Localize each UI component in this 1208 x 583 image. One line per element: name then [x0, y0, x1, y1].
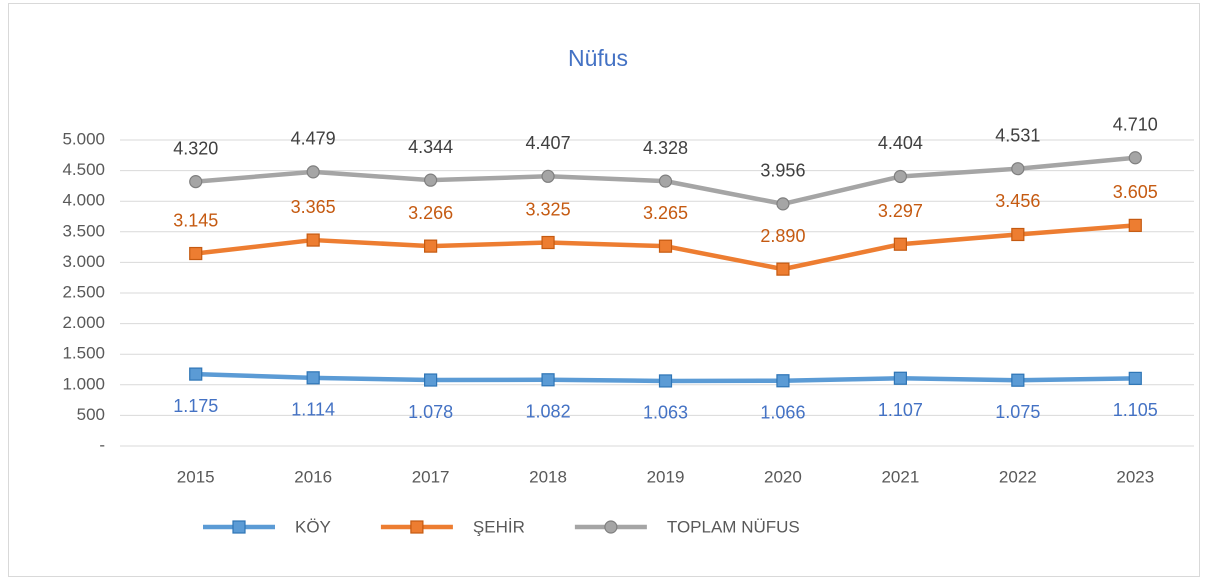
point-marker: [306, 233, 320, 247]
x-tick-label: 2019: [647, 467, 685, 486]
point-marker: [658, 239, 673, 253]
data-label: 1.066: [760, 403, 805, 423]
data-label: 4.320: [173, 138, 218, 158]
point-marker: [424, 373, 438, 387]
data-label: 3.456: [995, 191, 1040, 211]
x-tick-label: 2015: [177, 467, 215, 486]
y-tick-label: 2.000: [62, 313, 105, 332]
data-label: 1.105: [1113, 400, 1158, 420]
point-marker: [410, 520, 424, 534]
y-tick-label: 1.000: [62, 374, 105, 393]
point-marker: [189, 367, 203, 381]
x-tick-label: 2023: [1116, 467, 1154, 486]
point-marker: [893, 169, 907, 184]
data-label: 4.531: [995, 125, 1040, 145]
point-marker: [1011, 227, 1025, 242]
data-label: 1.075: [995, 402, 1040, 422]
data-label: 4.344: [408, 137, 453, 157]
x-tick-label: 2021: [881, 467, 919, 486]
data-label: 2.890: [760, 226, 805, 246]
y-tick-label: 2.500: [62, 282, 105, 301]
y-tick-label: 3.000: [62, 252, 105, 271]
data-label: 4.328: [643, 138, 688, 158]
point-marker: [893, 237, 907, 251]
y-tick-label: 1.500: [62, 344, 105, 363]
data-label: 3.145: [173, 210, 218, 230]
point-marker: [1128, 151, 1142, 165]
y-tick-label: 3.500: [62, 221, 105, 240]
point-marker: [189, 175, 203, 189]
x-tick-label: 2016: [294, 467, 332, 486]
data-label: 3.265: [643, 203, 688, 223]
y-tick-label: 5.000: [62, 129, 105, 148]
data-label: 1.063: [643, 403, 688, 423]
data-label: 3.325: [526, 199, 571, 219]
point-marker: [232, 520, 246, 534]
point-marker: [658, 374, 673, 388]
data-label: 1.082: [526, 402, 571, 422]
data-label: 1.175: [173, 396, 218, 416]
point-marker: [658, 174, 673, 188]
data-label: 3.956: [760, 161, 805, 181]
point-marker: [776, 197, 790, 211]
data-label: 3.605: [1113, 182, 1158, 202]
point-marker: [424, 239, 438, 253]
point-marker: [893, 371, 907, 385]
data-label: 4.710: [1113, 114, 1158, 134]
data-label: 4.407: [526, 133, 571, 153]
data-label: 4.404: [878, 133, 923, 153]
point-marker: [1128, 371, 1142, 385]
data-label: 1.114: [291, 400, 335, 420]
point-marker: [189, 246, 203, 261]
point-marker: [1011, 162, 1025, 176]
x-tick-label: 2017: [412, 467, 450, 486]
point-marker: [541, 373, 555, 387]
point-marker: [776, 374, 790, 388]
point-marker: [541, 235, 555, 250]
legend-label: TOPLAM NÜFUS: [667, 517, 800, 536]
x-tick-label: 2022: [999, 467, 1037, 486]
y-tick-label: -: [99, 435, 105, 454]
y-tick-label: 4.500: [62, 160, 105, 179]
data-label: 3.266: [408, 203, 453, 223]
chart-border: [8, 3, 1200, 577]
x-tick-label: 2020: [764, 467, 802, 486]
data-label: 1.107: [878, 400, 923, 420]
point-marker: [776, 262, 790, 276]
point-marker: [541, 169, 555, 183]
point-marker: [1011, 373, 1025, 387]
x-tick-label: 2018: [529, 467, 567, 486]
data-label: 1.078: [408, 402, 453, 422]
y-tick-label: 500: [77, 405, 105, 424]
data-label: 3.365: [291, 197, 336, 217]
point-marker: [1128, 218, 1142, 232]
chart-title: Nüfus: [568, 45, 628, 71]
legend-label: KÖY: [295, 517, 331, 536]
point-marker: [424, 173, 438, 187]
data-label: 4.479: [291, 129, 336, 149]
point-marker: [604, 520, 618, 534]
legend-label: ŞEHİR: [473, 517, 525, 536]
y-tick-label: 4.000: [62, 191, 105, 210]
data-label: 3.297: [878, 201, 923, 221]
point-marker: [306, 371, 320, 385]
point-marker: [306, 165, 320, 179]
